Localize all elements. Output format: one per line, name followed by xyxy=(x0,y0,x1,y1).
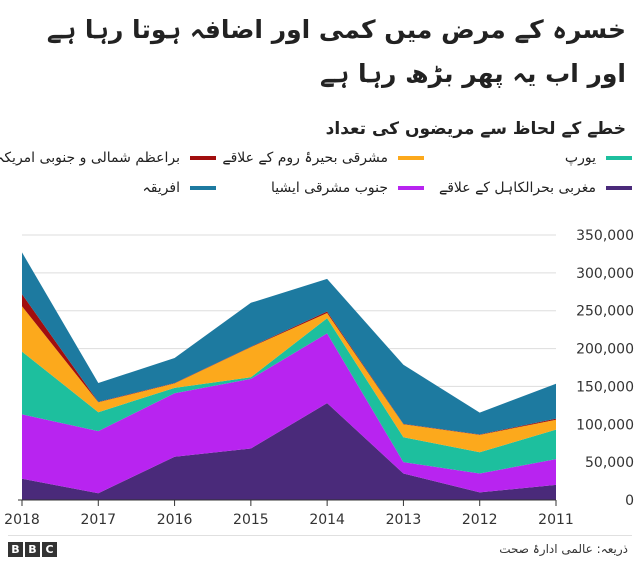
bbc-logo-block: C xyxy=(42,542,57,557)
page-title: خسرہ کے مرض میں کمی اور اضافہ ہوتا رہا ہ… xyxy=(46,15,626,88)
legend-item-western-pacific: مغربی بحرالکاہل کے علاقے xyxy=(432,180,632,196)
area-جنوب مشرقی ایشیا xyxy=(22,333,556,494)
stacked-area-chart: 0 50,000 100,000 150,000 200,000 250,000 300,0… xyxy=(4,228,634,528)
area-یورپ xyxy=(22,318,556,474)
footer-divider xyxy=(8,535,632,536)
y-tick-label: 200,000 xyxy=(576,342,634,358)
area-series xyxy=(22,252,556,500)
legend-item-eastern-mediterranean: مشرقی بحیرۂ روم کے علاقے xyxy=(222,150,424,166)
legend-label: مشرقی بحیرۂ روم کے علاقے xyxy=(222,150,388,166)
y-tick-label: 300,000 xyxy=(576,266,634,282)
legend-swatch xyxy=(606,186,632,190)
x-tick-label: 2012 xyxy=(462,512,498,528)
x-tick-label: 2011 xyxy=(538,512,574,528)
source-note: ذریعہ: عالمی ادارۂ صحت xyxy=(499,542,628,556)
x-tick-label: 2017 xyxy=(80,512,116,528)
x-tick-label: 2015 xyxy=(233,512,269,528)
y-tick-label: 0 xyxy=(625,493,634,509)
legend-label: یورپ xyxy=(564,150,596,166)
legend-swatch xyxy=(398,156,424,160)
legend-label: جنوب مشرقی ایشیا xyxy=(270,180,388,196)
legend-label: براعظم شمالی و جنوبی امریکہ xyxy=(0,150,180,166)
y-tick-label: 50,000 xyxy=(585,455,634,471)
bbc-logo-block: B xyxy=(8,542,23,557)
axes: 0 50,000 100,000 150,000 200,000 250,000 300,0… xyxy=(4,228,634,528)
bbc-logo: B B C xyxy=(8,542,57,557)
y-tick-label: 150,000 xyxy=(576,379,634,395)
legend-swatch xyxy=(606,156,632,160)
legend-swatch xyxy=(190,186,216,190)
legend-item-europe: یورپ xyxy=(432,150,632,166)
chart-legend: یورپ مشرقی بحیرۂ روم کے علاقے براعظم شما… xyxy=(0,150,632,196)
legend-swatch xyxy=(190,156,216,160)
x-tick-label: 2018 xyxy=(4,512,40,528)
y-tick-label: 350,000 xyxy=(576,228,634,244)
legend-item-americas: براعظم شمالی و جنوبی امریکہ xyxy=(0,150,216,166)
y-tick-label: 250,000 xyxy=(576,304,634,320)
bbc-logo-block: B xyxy=(25,542,40,557)
x-tick-label: 2014 xyxy=(309,512,345,528)
legend-item-africa: افریقہ xyxy=(16,180,216,196)
legend-label: مغربی بحرالکاہل کے علاقے xyxy=(439,180,596,196)
area-مغربی بحرالکاہل کے علاقے xyxy=(22,403,556,500)
x-tick-label: 2013 xyxy=(386,512,422,528)
area-مشرقی بحیرۂ روم کے علاقے xyxy=(22,306,556,453)
area-افریقہ xyxy=(22,252,556,435)
legend-swatch xyxy=(398,186,424,190)
legend-item-south-east-asia: جنوب مشرقی ایشیا xyxy=(224,180,424,196)
y-tick-label: 100,000 xyxy=(576,417,634,433)
x-tick-label: 2016 xyxy=(157,512,193,528)
chart-subtitle: خطے کے لحاظ سے مریضوں کی تعداد xyxy=(325,119,626,139)
legend-label: افریقہ xyxy=(142,180,181,196)
